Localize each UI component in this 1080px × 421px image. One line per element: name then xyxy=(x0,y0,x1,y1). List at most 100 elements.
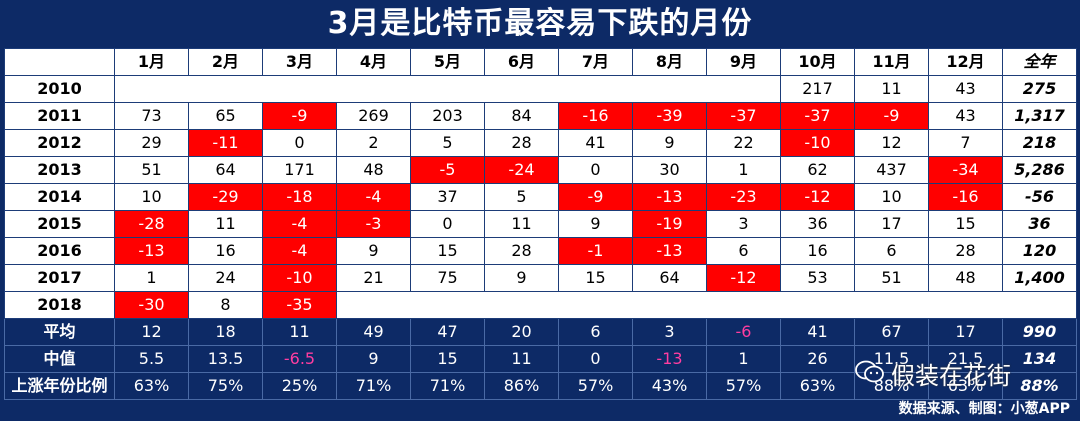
stat-row: 上涨年份比例 63% 75% 25% 71% 71% 86% 57% 43% 57% 63% 88% 6… xyxy=(4,372,1077,400)
table-row: 2013 51 64 171 48 -5 -24 0 30 1 62 437 -34 5,286 xyxy=(4,156,1077,184)
stat-cell: 18 xyxy=(188,318,263,346)
returns-table: 1月 2月 3月 4月 5月 6月 7月 8月 9月 10月 11月 12月 全年 2010 217 11 43… xyxy=(4,48,1077,400)
value-cell: 84 xyxy=(484,102,559,130)
value-cell: 37 xyxy=(410,183,485,211)
column-header: 10月 xyxy=(780,48,855,76)
value-cell: -9 xyxy=(558,183,633,211)
stat-total: 990 xyxy=(1002,318,1077,346)
column-header: 9月 xyxy=(706,48,781,76)
value-cell: -11 xyxy=(188,129,263,157)
stat-cell: 47 xyxy=(410,318,485,346)
stat-cell: 9 xyxy=(336,345,411,373)
value-cell: 1 xyxy=(706,156,781,184)
stat-row: 中值 5.5 13.5 -6.5 9 15 11 0 -13 1 26 11.5 21.5 134 xyxy=(4,345,1077,373)
value-cell: 9 xyxy=(632,129,707,157)
value-cell: -12 xyxy=(706,264,781,292)
stat-cell: 63% xyxy=(928,372,1003,400)
stat-cell: 71% xyxy=(410,372,485,400)
value-cell: 22 xyxy=(706,129,781,157)
stat-cell: 67 xyxy=(854,318,929,346)
value-cell: 11 xyxy=(188,210,263,238)
value-cell: 51 xyxy=(854,264,929,292)
year-label: 2011 xyxy=(4,102,115,130)
value-cell: -37 xyxy=(780,102,855,130)
value-cell: 8 xyxy=(188,291,263,319)
value-cell: 171 xyxy=(262,156,337,184)
value-cell: 41 xyxy=(558,129,633,157)
value-cell: 21 xyxy=(336,264,411,292)
value-cell: -29 xyxy=(188,183,263,211)
year-label: 2016 xyxy=(4,237,115,265)
value-cell: -3 xyxy=(336,210,411,238)
value-cell: 5 xyxy=(484,183,559,211)
chart-title: 3月是比特币最容易下跌的月份 xyxy=(327,6,753,41)
value-cell: -34 xyxy=(928,156,1003,184)
stat-cell: 49 xyxy=(336,318,411,346)
value-cell: 9 xyxy=(484,264,559,292)
value-cell: 0 xyxy=(410,210,485,238)
value-cell: -9 xyxy=(854,102,929,130)
value-cell: 43 xyxy=(928,75,1003,103)
value-cell: 9 xyxy=(336,237,411,265)
total-cell: 36 xyxy=(1002,210,1077,238)
column-header: 11月 xyxy=(854,48,929,76)
stat-cell: 11.5 xyxy=(854,345,929,373)
value-cell: 29 xyxy=(114,129,189,157)
value-cell: 11 xyxy=(854,75,929,103)
stat-cell: 12 xyxy=(114,318,189,346)
value-cell: 48 xyxy=(928,264,1003,292)
value-cell: 6 xyxy=(706,237,781,265)
value-cell: 12 xyxy=(854,129,929,157)
stat-row: 平均 12 18 11 49 47 20 6 3 -6 41 67 17 990 xyxy=(4,318,1077,346)
empty-cell xyxy=(114,75,781,103)
table-row: 2011 73 65 -9 269 203 84 -16 -39 -37 -37 -9 43 1,317 xyxy=(4,102,1077,130)
stat-cell: 1 xyxy=(706,345,781,373)
value-cell: -4 xyxy=(336,183,411,211)
value-cell: 62 xyxy=(780,156,855,184)
stat-total: 88% xyxy=(1002,372,1077,400)
value-cell: 75 xyxy=(410,264,485,292)
column-header: 6月 xyxy=(484,48,559,76)
value-cell: -23 xyxy=(706,183,781,211)
stat-label: 中值 xyxy=(4,345,115,373)
stat-cell: 5.5 xyxy=(114,345,189,373)
column-header: 3月 xyxy=(262,48,337,76)
table-row: 2012 29 -11 0 2 5 28 41 9 22 -10 12 7 218 xyxy=(4,129,1077,157)
value-cell: 64 xyxy=(188,156,263,184)
stat-cell: 3 xyxy=(632,318,707,346)
total-cell: 218 xyxy=(1002,129,1077,157)
value-cell: 16 xyxy=(780,237,855,265)
total-cell: 275 xyxy=(1002,75,1077,103)
column-header: 7月 xyxy=(558,48,633,76)
year-label: 2013 xyxy=(4,156,115,184)
value-cell: -30 xyxy=(114,291,189,319)
value-cell: 30 xyxy=(632,156,707,184)
stat-cell: 43% xyxy=(632,372,707,400)
table-row: 2016 -13 16 -4 9 15 28 -1 -13 6 16 6 28 120 xyxy=(4,237,1077,265)
total-cell: 1,400 xyxy=(1002,264,1077,292)
value-cell: 36 xyxy=(780,210,855,238)
stat-cell: 26 xyxy=(780,345,855,373)
total-cell: 1,317 xyxy=(1002,102,1077,130)
value-cell: -4 xyxy=(262,237,337,265)
value-cell: -13 xyxy=(114,237,189,265)
value-cell: -19 xyxy=(632,210,707,238)
value-cell: -4 xyxy=(262,210,337,238)
total-cell: 5,286 xyxy=(1002,156,1077,184)
wechat-icon xyxy=(855,359,885,395)
value-cell: 15 xyxy=(410,237,485,265)
empty-cell xyxy=(336,291,1077,319)
value-cell: -28 xyxy=(114,210,189,238)
header-row: 1月 2月 3月 4月 5月 6月 7月 8月 9月 10月 11月 12月 全年 xyxy=(4,48,1077,76)
value-cell: 10 xyxy=(854,183,929,211)
stat-cell: 75% xyxy=(188,372,263,400)
value-cell: 73 xyxy=(114,102,189,130)
value-cell: 64 xyxy=(632,264,707,292)
value-cell: 11 xyxy=(484,210,559,238)
stat-cell: 20 xyxy=(484,318,559,346)
value-cell: -16 xyxy=(928,183,1003,211)
table-row: 2010 217 11 43 275 xyxy=(4,75,1077,103)
stat-cell: 63% xyxy=(780,372,855,400)
value-cell: 1 xyxy=(114,264,189,292)
value-cell: 17 xyxy=(854,210,929,238)
